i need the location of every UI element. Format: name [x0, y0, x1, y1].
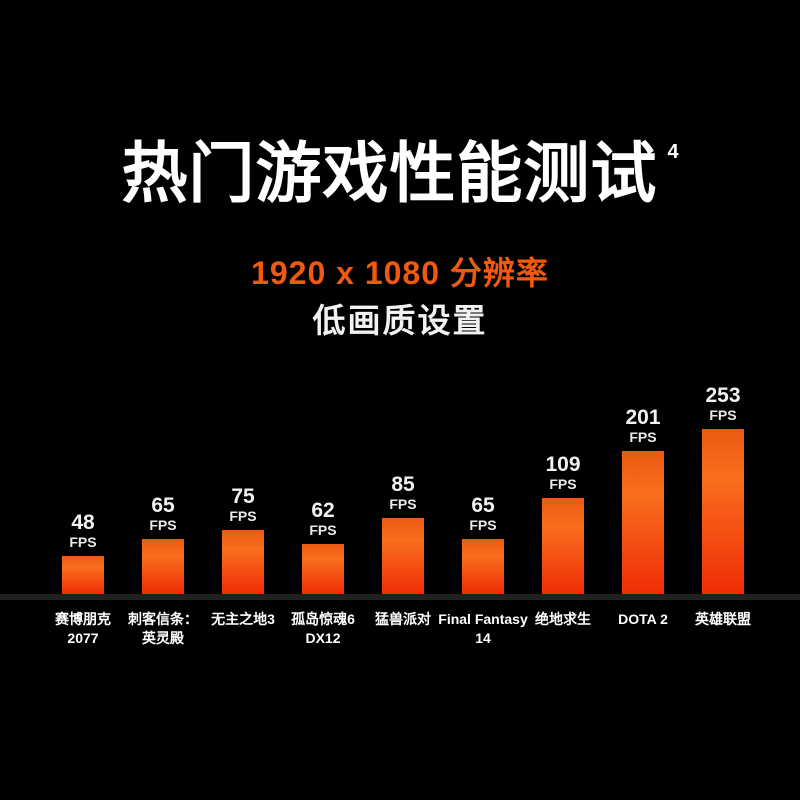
category-label: 猛兽派对	[363, 610, 443, 648]
bar-column: 48 FPS	[43, 510, 123, 594]
bar	[302, 544, 344, 594]
bar-column: 65 FPS	[123, 493, 203, 594]
bar-unit-label: FPS	[629, 428, 657, 445]
page-title: 热门游戏性能测试 4	[0, 134, 800, 213]
category-label-line: 刺客信条：	[128, 611, 198, 627]
bar-value-label: 48	[71, 510, 95, 534]
bar-unit-label: FPS	[69, 533, 97, 550]
bar	[142, 539, 184, 594]
bar-column: 253 FPS	[683, 383, 763, 594]
category-label: Final Fantasy 14	[438, 610, 528, 648]
category-label-line: 英灵殿	[142, 630, 184, 646]
category-label-line: Final Fantasy	[438, 611, 528, 627]
subtitle-resolution: 1920 x 1080 分辨率	[251, 255, 549, 291]
category-label-line: 14	[475, 630, 491, 646]
title-superscript: 4	[667, 141, 679, 163]
category-label: DOTA 2	[603, 610, 683, 648]
category-label: 绝地求生	[523, 610, 603, 648]
category-label-line: 2077	[67, 630, 99, 646]
bar-column: 201 FPS	[603, 405, 683, 594]
bar	[542, 498, 584, 594]
page-title-text: 热门游戏性能测试	[121, 136, 658, 210]
category-label: 无主之地3	[203, 610, 283, 648]
bar	[462, 539, 504, 594]
bar-column: 62 FPS	[283, 498, 363, 594]
subtitle-quality: 低画质设置	[312, 302, 488, 339]
category-label-line: 英雄联盟	[695, 611, 751, 627]
bar-unit-label: FPS	[229, 507, 257, 524]
bar-value-label: 253	[705, 383, 741, 407]
category-label-line: 赛博朋克	[55, 611, 111, 627]
category-labels-row: 赛博朋克 2077 刺客信条： 英灵殿 无主之地3 孤岛惊魂6 DX12 猛兽派对 F…	[43, 610, 763, 648]
category-label-line: 猛兽派对	[375, 611, 431, 627]
bar-chart: 48 FPS 65 FPS 75 FPS 62 FPS 85 FPS 65	[43, 0, 763, 594]
category-label: 赛博朋克 2077	[43, 610, 123, 648]
bar-value-label: 85	[391, 472, 415, 496]
bar-value-label: 65	[471, 493, 495, 517]
category-label-line: DOTA 2	[618, 611, 668, 627]
category-label: 孤岛惊魂6 DX12	[283, 610, 363, 648]
bar-unit-label: FPS	[709, 406, 737, 423]
bar-value-label: 75	[231, 484, 255, 508]
category-label: 英雄联盟	[683, 610, 763, 648]
category-label-line: 绝地求生	[535, 611, 591, 627]
bar-unit-label: FPS	[149, 516, 177, 533]
bar-unit-label: FPS	[549, 475, 577, 492]
category-label-line: 无主之地3	[211, 611, 275, 627]
bar-value-label: 109	[545, 452, 581, 476]
bar-value-label: 65	[151, 493, 175, 517]
bar-unit-label: FPS	[389, 495, 417, 512]
bar-column: 75 FPS	[203, 484, 283, 594]
bar-column: 65 FPS	[443, 493, 523, 594]
bar	[62, 556, 104, 594]
bar	[382, 518, 424, 594]
bar	[702, 429, 744, 594]
category-label-line: 孤岛惊魂6	[291, 611, 355, 627]
x-axis-line	[0, 594, 800, 600]
bar-value-label: 62	[311, 498, 335, 522]
bar-column: 85 FPS	[363, 472, 443, 594]
category-label-line: DX12	[305, 630, 341, 646]
bar-unit-label: FPS	[469, 516, 497, 533]
bar-unit-label: FPS	[309, 521, 337, 538]
category-label: 刺客信条： 英灵殿	[123, 610, 203, 648]
bar-column: 109 FPS	[523, 452, 603, 594]
bar	[622, 451, 664, 594]
bar-value-label: 201	[625, 405, 661, 429]
bar	[222, 530, 264, 594]
